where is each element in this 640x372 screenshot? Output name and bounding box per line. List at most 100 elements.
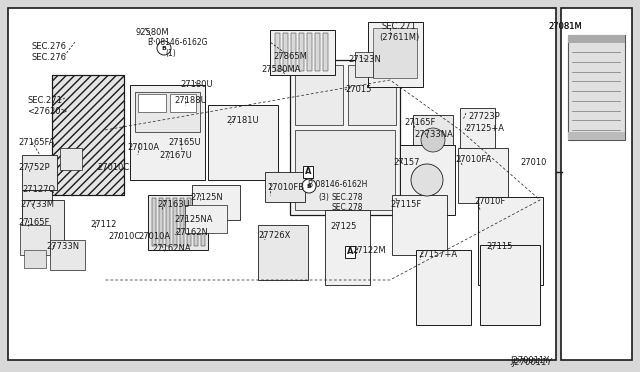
Bar [170, 94, 196, 112]
Text: 27081M: 27081M [548, 22, 582, 31]
Circle shape [411, 164, 443, 196]
Text: 27112: 27112 [90, 220, 116, 229]
Text: SEC.276: SEC.276 [32, 42, 67, 51]
Text: 27752P: 27752P [18, 163, 50, 172]
Bar [60, 148, 82, 170]
Text: J270011Y: J270011Y [510, 356, 549, 365]
Circle shape [157, 41, 171, 55]
Text: B 08146-6162G: B 08146-6162G [148, 38, 207, 47]
Text: 27010F: 27010F [474, 197, 505, 206]
Bar [187, 198, 191, 246]
Bar [52, 75, 124, 195]
Text: B: B [161, 45, 166, 51]
Text: SEC.278: SEC.278 [332, 193, 364, 202]
Bar [275, 33, 280, 71]
Bar [24, 250, 46, 268]
Bar [194, 198, 198, 246]
Text: (27611M): (27611M) [379, 33, 419, 42]
Bar [295, 65, 343, 125]
Text: 27165F: 27165F [18, 218, 49, 227]
Bar [458, 148, 508, 203]
Text: SEC.276: SEC.276 [32, 53, 67, 62]
Bar [192, 185, 240, 220]
Bar [478, 197, 543, 285]
Bar [201, 198, 205, 246]
Bar [315, 33, 320, 71]
Bar [270, 30, 335, 75]
Text: (1): (1) [165, 49, 176, 58]
Text: J270011Y: J270011Y [512, 358, 552, 367]
Text: 27010FB: 27010FB [267, 183, 304, 192]
Bar [307, 33, 312, 71]
Text: B 08146-6162H: B 08146-6162H [308, 180, 367, 189]
Text: 27865M: 27865M [273, 52, 307, 61]
Bar [173, 198, 177, 246]
Bar [26, 215, 44, 243]
Text: 27125: 27125 [330, 222, 356, 231]
Text: 27165F: 27165F [404, 118, 435, 127]
Bar [130, 85, 205, 180]
Text: 27122M: 27122M [352, 246, 386, 255]
Text: 27125NA: 27125NA [174, 215, 212, 224]
Bar [325, 210, 370, 285]
Bar [299, 33, 304, 71]
Bar [413, 115, 453, 165]
Text: 27081M: 27081M [548, 22, 582, 31]
Text: 27010A: 27010A [138, 232, 170, 241]
Text: 27733NA: 27733NA [414, 130, 453, 139]
Bar [373, 28, 417, 78]
Text: 27123N: 27123N [348, 55, 381, 64]
Text: 27115F: 27115F [390, 200, 421, 209]
Bar [568, 35, 625, 140]
Bar [22, 155, 57, 190]
Bar [283, 33, 288, 71]
Text: (3): (3) [318, 193, 329, 202]
Text: 92580M: 92580M [135, 28, 168, 37]
Bar [50, 240, 85, 270]
Bar [208, 105, 278, 180]
Bar [8, 8, 556, 360]
Bar [135, 92, 200, 132]
Bar [416, 250, 471, 325]
Text: 27162N: 27162N [175, 228, 208, 237]
Bar [22, 190, 52, 225]
Bar [258, 225, 308, 280]
Bar [138, 94, 166, 112]
Text: 27015: 27015 [345, 85, 371, 94]
Bar [20, 225, 50, 255]
Bar [480, 245, 540, 325]
Text: 27010FA: 27010FA [455, 155, 492, 164]
Circle shape [421, 128, 445, 152]
Bar [290, 60, 400, 215]
Bar [323, 33, 328, 71]
Bar [166, 198, 170, 246]
Text: 27125+A: 27125+A [465, 124, 504, 133]
Bar [148, 195, 208, 250]
Text: 27157: 27157 [393, 158, 419, 167]
Text: 27010C: 27010C [108, 232, 140, 241]
Circle shape [302, 179, 316, 193]
Bar [180, 198, 184, 246]
Bar [185, 205, 227, 233]
Bar [159, 198, 163, 246]
Text: 27733M: 27733M [20, 200, 54, 209]
Text: 27010C: 27010C [97, 163, 129, 172]
Text: 27010A: 27010A [127, 143, 159, 152]
Text: 27165FA: 27165FA [18, 138, 54, 147]
Text: 27733N: 27733N [46, 242, 79, 251]
Text: 27157+A: 27157+A [418, 250, 457, 259]
Bar [355, 52, 373, 77]
Bar [22, 200, 64, 245]
Text: SEC.271: SEC.271 [27, 96, 62, 105]
Bar [291, 33, 296, 71]
Text: <27620>: <27620> [27, 107, 67, 116]
Text: SEC.271: SEC.271 [382, 22, 417, 31]
Bar [561, 8, 632, 360]
Text: 27726X: 27726X [258, 231, 291, 240]
Bar [568, 35, 625, 43]
Text: 27188U: 27188U [174, 96, 207, 105]
Bar [52, 75, 124, 195]
Bar [265, 172, 305, 202]
Bar [152, 198, 156, 246]
Text: 27180U: 27180U [180, 80, 212, 89]
